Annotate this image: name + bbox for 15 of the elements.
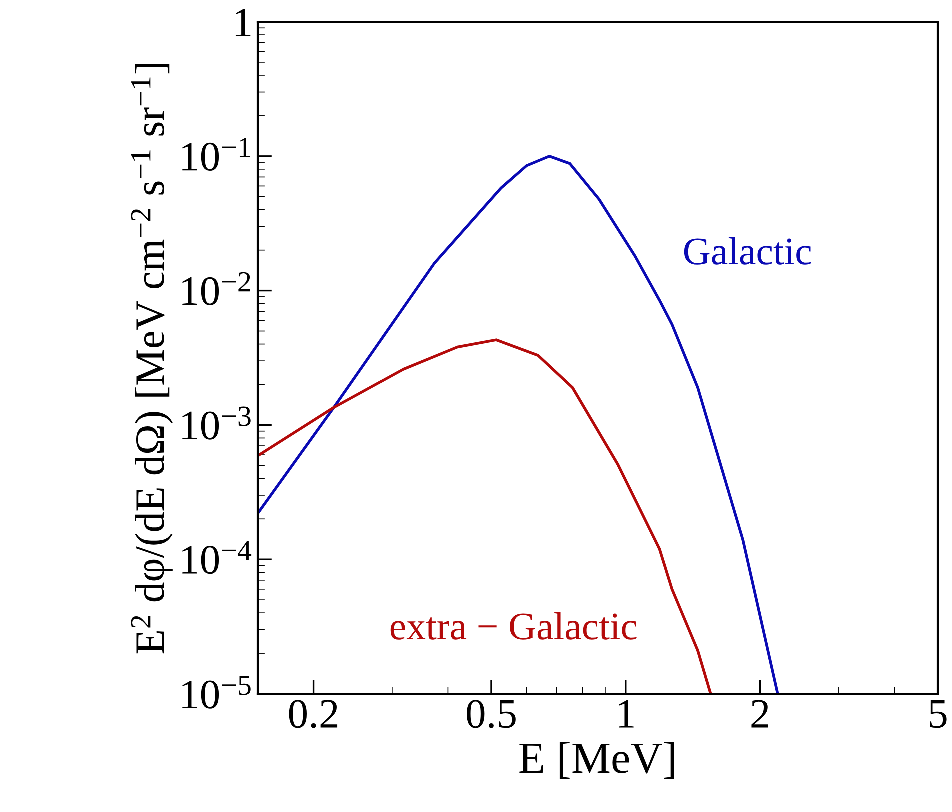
x-tick-label: 0.2 [289, 700, 338, 728]
y-tick-label: 10$^{−5}$ [182, 676, 251, 709]
series-label: Galactic [684, 238, 812, 265]
series-label: extra − Galactic [390, 612, 637, 640]
text: E$^{2}$ dφ/(dE dΩ) [MeV cm$^{−2}$ s$^{−1}$ sr$^{−1}$] [131, 64, 173, 654]
x-tick-label: 5 [930, 700, 947, 728]
x-tick-label: 2 [752, 700, 768, 728]
x-axis-title: E [MeV] [520, 742, 674, 779]
y-tick-label: 10$^{−3}$ [182, 406, 251, 440]
y-tick-label: 10$^{−1}$ [182, 138, 250, 171]
y-tick-label: 10$^{−2}$ [182, 272, 250, 306]
x-tick-label: 1 [619, 700, 634, 728]
x-tick-label: 0.5 [467, 700, 516, 728]
y-tick-label: 1 [236, 8, 251, 36]
y-tick-label: 10$^{−4}$ [182, 541, 252, 574]
